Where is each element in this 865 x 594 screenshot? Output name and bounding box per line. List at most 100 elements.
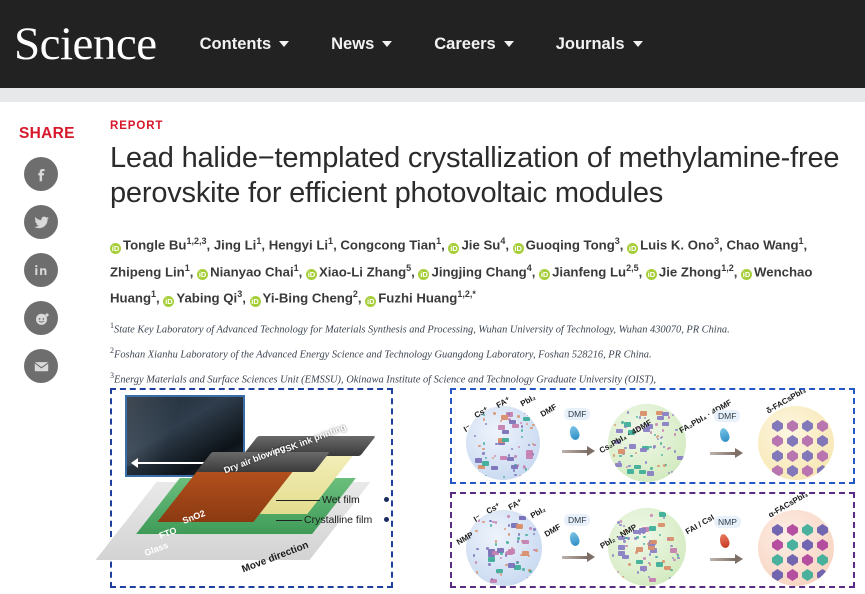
orcid-icon[interactable]: iD (539, 269, 551, 281)
lattice-octahedron (817, 435, 828, 447)
product-blob-delta (758, 406, 834, 480)
molecule-speck (495, 568, 503, 574)
molecule-speck (535, 549, 538, 552)
molecule-speck (482, 442, 485, 445)
nav-item-news[interactable]: News (331, 35, 393, 54)
orcid-icon[interactable]: iD (418, 269, 430, 281)
molecule-speck (625, 544, 628, 548)
science-logo[interactable]: Science (14, 17, 157, 70)
molecule-speck (673, 558, 676, 562)
molecule-speck (648, 561, 651, 565)
nav-item-label: Journals (555, 34, 625, 53)
orcid-icon[interactable]: iD (627, 242, 639, 254)
molecule-speck (519, 475, 527, 480)
lattice-octahedron (787, 435, 798, 447)
callout-leader-line (276, 500, 320, 501)
molecule-speck (615, 428, 623, 434)
chevron-down-icon (279, 41, 290, 47)
molecule-speck (677, 455, 685, 461)
molecule-speck (639, 411, 647, 416)
orcid-icon[interactable]: iD (741, 269, 753, 281)
author-name[interactable]: Jianfeng Lu (552, 264, 627, 280)
author-name[interactable]: Fuzhi Huang (378, 290, 458, 306)
author-affiliation-marker: 3 (237, 289, 243, 300)
author-name[interactable]: Congcong Tian (340, 237, 437, 253)
molecule-speck (662, 411, 670, 417)
author-separator: , (357, 290, 366, 306)
nav-item-careers[interactable]: Careers (434, 35, 514, 54)
molecule-speck (515, 524, 523, 529)
author-name[interactable]: Wenchao Huang (110, 264, 813, 306)
author-name[interactable]: Luis K. Ono (640, 237, 715, 253)
orcid-icon[interactable]: iD (305, 269, 317, 281)
molecule-speck (485, 422, 488, 426)
share-twitter-button[interactable] (24, 205, 58, 239)
affiliation-item: 1State Key Laboratory of Advanced Techno… (110, 319, 850, 337)
share-reddit-button[interactable] (24, 301, 58, 335)
share-email-button[interactable] (24, 349, 58, 383)
author-name[interactable]: Jie Su (461, 237, 501, 253)
lattice-octahedron (772, 435, 783, 447)
arrow-head-icon (735, 554, 743, 564)
molecule-speck (667, 537, 670, 541)
share-linkedin-button[interactable] (24, 253, 58, 287)
molecule-speck (667, 416, 671, 419)
author-name[interactable]: Guoqing Tong (525, 237, 615, 253)
author-name[interactable]: Zhipeng Lin (110, 264, 185, 280)
author-affiliation-marker: 1 (151, 289, 157, 300)
orcid-icon[interactable]: iD (365, 295, 377, 307)
author-name[interactable]: Hengyi Li (268, 237, 329, 253)
molecule-speck (642, 569, 646, 572)
author-name[interactable]: Jingjing Chang (431, 264, 527, 280)
molecule-speck (507, 549, 515, 554)
molecule-speck (507, 454, 511, 457)
share-facebook-button[interactable] (24, 157, 58, 191)
orcid-icon[interactable]: iD (645, 269, 657, 281)
molecule-speck (638, 416, 642, 419)
author-name[interactable]: Jing Li (213, 237, 257, 253)
author-name[interactable]: Nianyao Chai (210, 264, 294, 280)
author-separator: , (619, 237, 628, 253)
molecule-speck (525, 450, 533, 455)
molecule-speck (662, 561, 665, 564)
lattice-octahedron (817, 569, 828, 581)
molecule-speck (639, 447, 647, 453)
lattice-octahedron (802, 420, 813, 432)
molecule-speck (628, 464, 631, 468)
molecule-speck (624, 446, 627, 450)
orcid-icon[interactable]: iD (163, 295, 175, 307)
molecule-speck (670, 544, 673, 548)
author-name[interactable]: Chao Wang (726, 237, 799, 253)
chevron-down-icon (503, 41, 514, 47)
molecule-speck (670, 470, 673, 474)
molecule-speck (655, 410, 663, 416)
molecule-speck (636, 547, 644, 552)
molecule-speck (532, 532, 536, 536)
author-name[interactable]: Jie Zhong (658, 264, 722, 280)
molecule-speck (492, 521, 495, 524)
molecule-speck (616, 473, 619, 476)
author-name[interactable]: Yabing Qi (176, 290, 238, 306)
orcid-icon[interactable]: iD (197, 269, 209, 281)
lattice-octahedron (787, 569, 798, 581)
molecule-speck (493, 412, 496, 415)
arrow-head-icon (587, 552, 595, 562)
molecule-speck (655, 562, 663, 567)
orcid-icon[interactable]: iD (110, 242, 121, 254)
molecule-speck (478, 445, 481, 448)
author-name[interactable]: Xiao-Li Zhang (318, 264, 407, 280)
author-name[interactable]: Yi-Bing Cheng (262, 290, 353, 306)
input-label-dmf: DMF (538, 402, 559, 419)
orcid-icon[interactable]: iD (249, 295, 261, 307)
orcid-icon[interactable]: iD (512, 242, 524, 254)
molecule-speck (499, 573, 502, 576)
author-affiliation-marker: 1 (184, 262, 190, 273)
molecule-speck (626, 411, 630, 414)
nav-item-contents[interactable]: Contents (200, 35, 290, 54)
nav-item-journals[interactable]: Journals (556, 35, 643, 54)
orcid-icon[interactable]: iD (448, 242, 460, 254)
molecule-speck (514, 455, 517, 458)
lattice-octahedron (772, 465, 783, 477)
author-name[interactable]: Tongle Bu (123, 237, 187, 253)
molecule-speck (643, 427, 651, 433)
